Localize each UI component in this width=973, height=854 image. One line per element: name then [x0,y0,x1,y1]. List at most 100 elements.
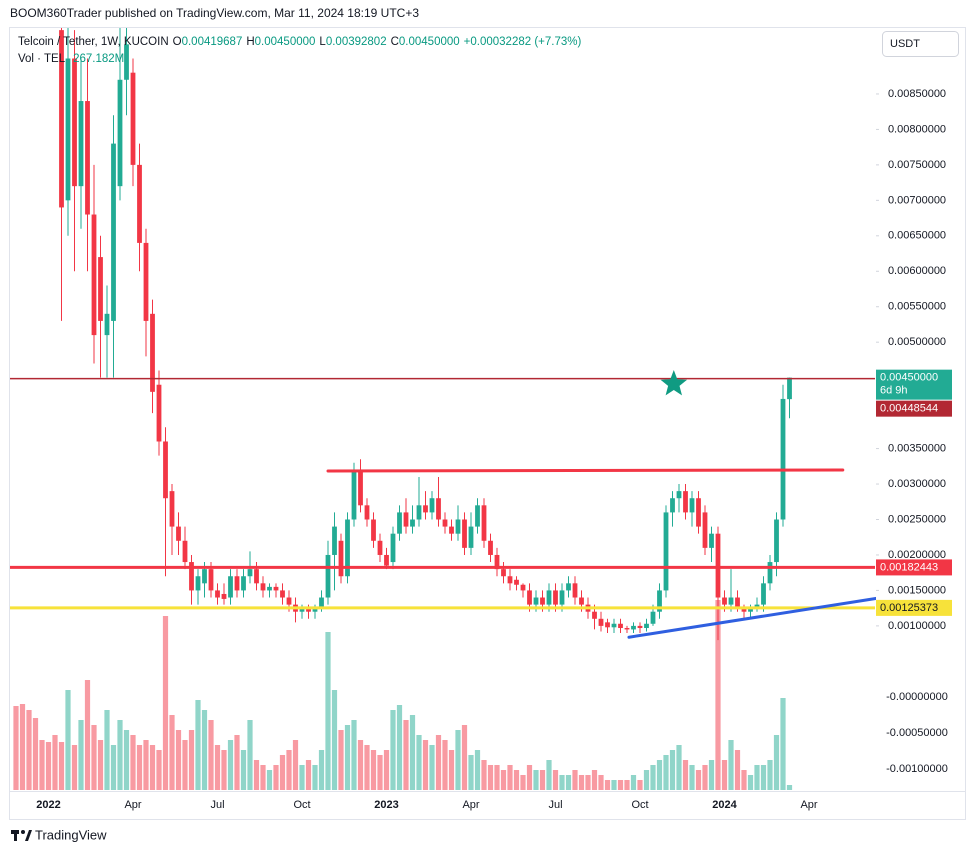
legend-key: H [246,36,254,48]
candle-body [124,44,129,80]
volume-bar [539,770,546,790]
volume-bar [143,740,149,790]
legend-value: 0.00392802 [326,36,387,48]
candle-body [384,554,389,566]
candle-body [533,597,539,605]
candle-body [390,533,396,563]
candle-body [410,519,415,527]
volume-bar [162,616,169,790]
candle-body [241,576,246,591]
last-price-box [876,369,952,400]
candle-body [371,519,376,541]
volume-bar [286,750,292,790]
volume-bar [481,760,487,790]
line-price-box [876,559,952,576]
x-tick-label: Oct [631,799,648,811]
x-tick-label: Jul [548,799,562,811]
volume-bar [260,765,266,790]
y-tick-label: 0.00750000 [888,159,946,171]
volume-bar [52,735,58,790]
candle-body [397,512,402,534]
volume-bar [429,745,435,790]
candle-body [715,533,721,598]
volume-bar [175,730,182,790]
volume-bar [97,740,104,790]
volume-bar [325,632,331,790]
volume-bar [650,765,656,790]
volume-bar [663,755,669,790]
candle-body [650,611,656,624]
candle-body [605,622,610,628]
header: BOOM360Trader published on TradingView.c… [10,6,419,20]
volume-bar [312,765,318,790]
volume-bar [455,730,461,790]
x-tick-label: 2022 [36,799,60,811]
volume-bar [169,715,175,790]
candle-body [566,583,571,591]
volume-bar [149,745,156,790]
candle-body [611,623,617,628]
candle-body [748,608,753,612]
candle-body [59,30,64,208]
volume-bar [123,730,130,790]
candle-body [767,562,773,584]
volume-bar [344,725,351,790]
volume-bar [448,750,455,790]
candle-body [637,625,643,629]
candle-body [572,583,578,598]
volume-bar [91,725,97,790]
candle-body [520,584,526,591]
candle-body [423,505,428,513]
volume-bar [318,750,325,790]
volume-bar [604,780,611,790]
candle-body [754,604,760,609]
candle-body [468,526,474,548]
candle-body [455,519,461,534]
legend-key: C [391,36,399,48]
y-tick-label: 0.00550000 [888,301,946,313]
volume-bar [370,750,377,790]
candle-body [195,576,201,591]
volume-bar [182,740,188,790]
line-price-box [876,400,952,417]
price-axis: 0.00100000 0.00150000 0.00200000 0.00250000… [876,88,952,775]
volume-scale-label: -0.00000000 [886,691,948,703]
volume-bar [442,740,448,790]
volume-bar [760,765,767,790]
candle-body [735,597,740,609]
volume-bar [45,742,52,790]
volume-bar [273,765,279,790]
volume-bar [565,775,572,790]
volume-legend-value: 267.182M [73,53,124,65]
volume-bar [195,700,201,790]
currency-button[interactable] [882,31,959,57]
legend-key: O [173,36,182,48]
volume-bar [773,735,780,790]
candle-body [774,519,779,563]
volume-bar [513,770,520,790]
candle-body [143,242,149,321]
volume-bar [715,600,721,790]
candle-body [280,590,285,598]
legend-value: 0.00450000 [255,36,316,48]
y-tick-label: 0.00650000 [888,230,946,242]
volume-bar [689,765,695,790]
volume-bar [240,750,247,790]
volume-bar [461,725,468,790]
line-price-label: 0.00448544 [880,403,938,415]
volume-bar [78,720,84,790]
volume-bar [526,765,533,790]
volume-bar [221,750,227,790]
volume-bar [416,735,422,790]
volume-legend: Vol · TEL 267.182M [18,53,124,65]
candle-body [202,569,207,584]
candle-body [345,519,350,577]
currency-button-label[interactable]: USDT [890,38,920,50]
legend-change: +0.00032282 (+7.73%) [464,36,582,48]
candle-body [130,72,136,165]
candle-body [332,526,337,555]
volume-bar [19,704,26,790]
candle-body [741,608,747,612]
